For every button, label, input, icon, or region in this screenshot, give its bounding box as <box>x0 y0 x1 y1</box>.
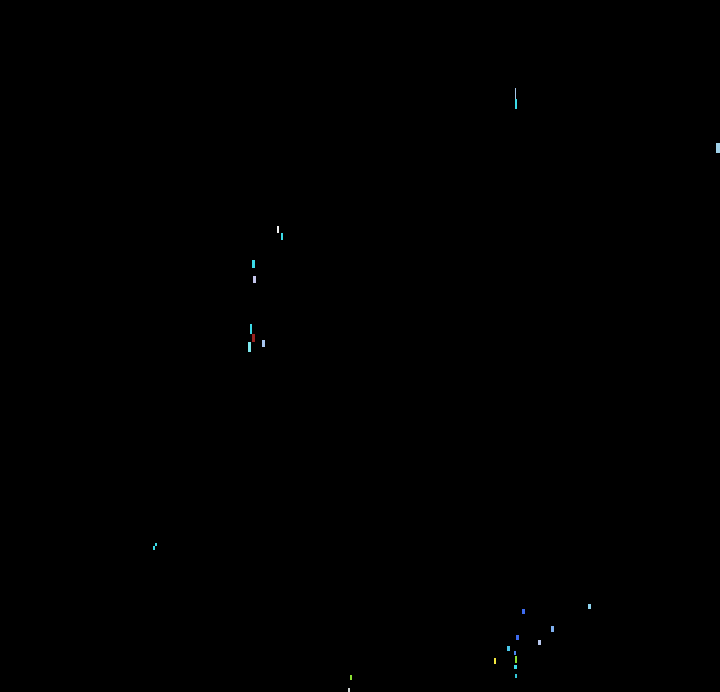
spark-white <box>277 226 279 233</box>
spark-green <box>515 656 517 663</box>
spark-cyan <box>250 324 252 334</box>
spark-blue <box>516 635 519 640</box>
spark-cyan <box>281 233 283 240</box>
spark-cyan-small <box>515 674 517 678</box>
spark-lightblue <box>551 626 554 632</box>
spark-darkred <box>252 334 255 342</box>
spark-cyan <box>252 260 255 268</box>
spark-lightblue-edge <box>716 143 720 153</box>
spark-lavender <box>538 640 541 645</box>
spark-blue <box>522 609 525 614</box>
spark-green <box>350 675 352 680</box>
spark-yellow <box>494 658 496 664</box>
spark-cyan <box>514 665 517 669</box>
spark-periwinkle <box>262 340 265 347</box>
spark-cyan-small <box>155 543 157 546</box>
spark-lavender <box>253 276 256 283</box>
spark-cyan-small <box>153 546 155 550</box>
spark-cyan <box>507 646 510 651</box>
spark-gray <box>348 688 350 692</box>
spark-blue-small <box>514 651 516 655</box>
spark-lightcyan <box>588 604 591 609</box>
spark-cyan <box>515 99 517 109</box>
spark-palecyan <box>248 342 251 352</box>
spark-periwinkle-thin <box>515 88 516 99</box>
